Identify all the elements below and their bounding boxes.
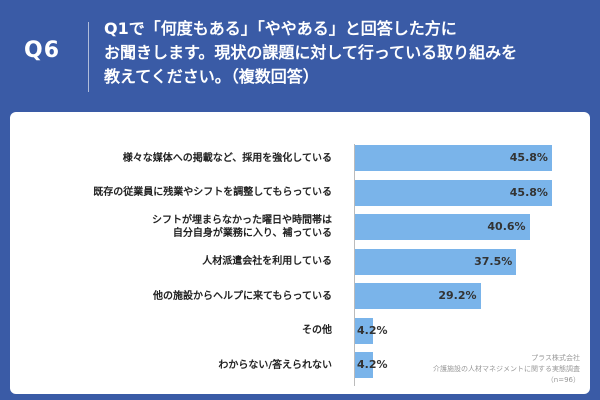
chart-card: プラス株式会社 介護施設の人材マネジメントに関する実態調査 （n=96） 様々な…: [10, 112, 590, 394]
category-label: わからない/答えられない: [218, 359, 332, 372]
category-label-line: 人材派遣会社を利用している: [202, 256, 332, 267]
category-label: 様々な媒体への掲載など、採用を強化している: [123, 152, 332, 165]
category-label-line: わからない/答えられない: [218, 359, 332, 371]
bar: [355, 145, 552, 171]
bar: [355, 179, 552, 206]
category-label-line: 既存の従業員に残業やシフトを調整してもらっている: [93, 187, 332, 198]
category-label-line: その他: [302, 325, 332, 336]
category-label-line: 自分自身が業務に入り、補っている: [172, 228, 332, 239]
header-divider: [88, 22, 89, 92]
question-line: お聞きします。現状の課題に対して行っている取り組みを: [104, 43, 518, 62]
header: Q6 Q1で「何度もある」「ややある」と回答した方に お聞きします。現状の課題に…: [0, 0, 600, 110]
question-text: Q1で「何度もある」「ややある」と回答した方に お聞きします。現状の課題に対して…: [104, 17, 584, 89]
logo: リサピー: [10, 375, 81, 394]
bar-value-label: 37.5%: [474, 254, 513, 268]
bar: [355, 283, 481, 309]
speech-bubble-icon: [11, 377, 25, 392]
category-label: 人材派遣会社を利用している: [202, 255, 332, 268]
source-company: プラス株式会社: [531, 354, 580, 362]
category-label: シフトが埋まらなかった曜日や時間帯は自分自身が業務に入り、補っている: [152, 214, 332, 240]
category-label: 他の施設からヘルプに来てもらっている: [153, 290, 332, 303]
bar-value-label: 4.2%: [357, 323, 388, 337]
bar-value-label: 40.6%: [487, 220, 526, 233]
category-label-line: シフトが埋まらなかった曜日や時間帯は: [152, 215, 332, 226]
source-note: プラス株式会社 介護施設の人材マネジメントに関する実態調査 （n=96）: [433, 353, 580, 386]
category-label: その他: [302, 324, 332, 337]
bar-value-label: 4.2%: [357, 358, 388, 371]
source-sample-size: （n=96）: [546, 376, 580, 384]
bar: [355, 317, 374, 344]
source-survey: 介護施設の人材マネジメントに関する実態調査: [433, 365, 580, 373]
chart-axis: [354, 144, 355, 386]
logo-text: リサピー: [29, 379, 82, 394]
bar-value-label: 29.2%: [438, 289, 477, 302]
question-line: Q1で「何度もある」「ややある」と回答した方に: [104, 19, 457, 38]
bar-value-label: 45.8%: [509, 185, 548, 199]
question-line: 教えてください。（複数回答）: [104, 67, 319, 86]
bar: [355, 248, 517, 275]
bar: [355, 214, 530, 240]
bar-value-label: 45.8%: [509, 151, 548, 164]
question-number: Q6: [24, 38, 61, 63]
bar: [355, 352, 374, 378]
category-label-line: 様々な媒体への掲載など、採用を強化している: [122, 152, 332, 164]
category-label-line: 他の施設からヘルプに来てもらっている: [153, 290, 332, 302]
category-label: 既存の従業員に残業やシフトを調整してもらっている: [93, 186, 332, 199]
